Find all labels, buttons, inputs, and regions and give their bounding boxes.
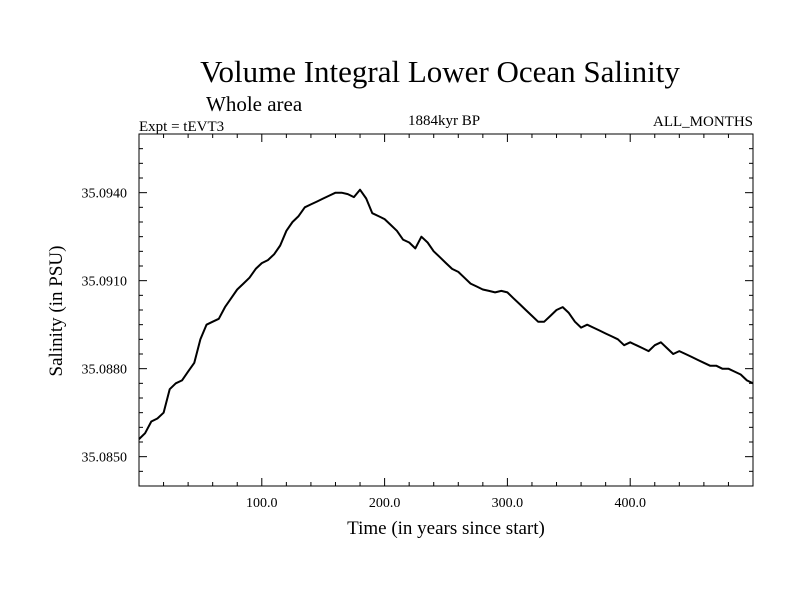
y-tick-label: 35.0940 (82, 187, 128, 202)
x-tick-label: 400.0 (614, 496, 646, 511)
y-tick-label: 35.0880 (82, 363, 128, 378)
months-label: ALL_MONTHS (653, 114, 753, 130)
y-axis-label: Salinity (in PSU) (46, 246, 67, 377)
x-tick-label: 200.0 (369, 496, 401, 511)
x-tick-label: 300.0 (492, 496, 524, 511)
y-axis-tick-labels: 35.0850 35.0880 35.0910 35.0940 (82, 187, 128, 466)
salinity-series-line (138, 188, 754, 440)
y-tick-label: 35.0910 (82, 275, 128, 290)
y-axis-ticks (139, 148, 753, 472)
period-label: 1884kyr BP (408, 113, 480, 129)
chart-title: Volume Integral Lower Ocean Salinity (200, 54, 680, 89)
x-axis-ticks (163, 134, 729, 486)
plot-area-frame (138, 133, 754, 487)
x-tick-label: 100.0 (246, 496, 278, 511)
experiment-label: Expt = tEVT3 (139, 119, 224, 135)
x-axis-label: Time (in years since start) (347, 518, 545, 539)
chart-subtitle: Whole area (206, 92, 303, 116)
x-axis-tick-labels: 100.0 200.0 300.0 400.0 (246, 496, 646, 511)
y-tick-label: 35.0850 (82, 451, 128, 466)
